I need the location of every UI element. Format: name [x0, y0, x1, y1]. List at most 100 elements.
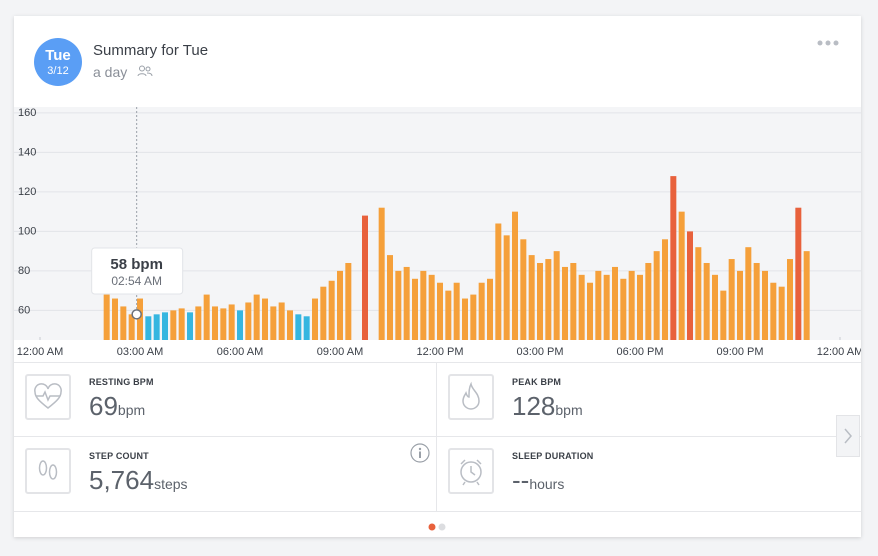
bar: [803, 251, 810, 340]
bar: [137, 298, 143, 340]
bar: [162, 312, 168, 340]
bar: [795, 207, 802, 340]
bar: [345, 262, 352, 340]
bar: [645, 262, 652, 340]
stat: RESTING BPM 69bpm: [14, 363, 436, 436]
info-icon[interactable]: [410, 443, 430, 463]
x-tick-label: 12:00 PM: [416, 346, 463, 358]
bar: [195, 306, 202, 340]
tooltip-time: 02:54 AM: [111, 274, 162, 288]
bar: [245, 302, 252, 340]
y-tick-label: 100: [18, 225, 36, 237]
bar: [662, 239, 668, 340]
bar: [170, 310, 177, 340]
x-tick-label: 09:00 AM: [317, 346, 363, 358]
stat-unit: bpm: [555, 402, 583, 418]
bar: [745, 247, 752, 340]
stat-unit: steps: [154, 476, 188, 492]
heart-rate-chart: 60 80 100 120 140 160 12:00 AM 03:00 AM 06:00 AM…: [14, 107, 861, 358]
title: Summary for Tue: [93, 42, 209, 59]
bar: [587, 282, 593, 340]
bar: [395, 270, 402, 340]
bar: [178, 308, 185, 340]
bar: [287, 310, 293, 340]
tooltip-value: 58 bpm: [110, 256, 163, 273]
bar: [478, 282, 485, 340]
bar: [562, 266, 568, 340]
bar: [312, 298, 318, 340]
bar: [203, 294, 210, 340]
stat: SLEEP DURATION --hours: [437, 437, 859, 510]
bar: [320, 286, 327, 340]
next-button[interactable]: [836, 415, 860, 457]
bar: [703, 262, 710, 340]
divider: [436, 363, 437, 511]
bar: [670, 176, 677, 340]
bar: [120, 306, 127, 340]
x-tick-label: 12:00 AM: [17, 346, 63, 358]
bar: [687, 231, 693, 340]
stat-value: 128: [512, 391, 556, 421]
bar: [237, 310, 243, 340]
flame-icon: [448, 374, 494, 420]
bar: [403, 266, 410, 340]
steps-icon: [25, 448, 71, 494]
stat-label: PEAK BPM: [512, 377, 562, 387]
bar: [112, 298, 118, 340]
pager[interactable]: [428, 523, 448, 531]
bar: [512, 211, 518, 340]
bar: [528, 255, 535, 340]
subtitle-text: a day: [93, 64, 128, 80]
bar: [437, 282, 443, 340]
bar: [420, 270, 427, 340]
y-tick-label: 80: [18, 265, 30, 277]
bar: [428, 274, 435, 340]
bar: [628, 270, 635, 340]
bar: [362, 215, 368, 340]
bar: [620, 278, 627, 340]
bar: [553, 251, 560, 340]
people-icon: [137, 65, 153, 77]
x-tick-label: 06:00 PM: [616, 346, 663, 358]
bar: [770, 282, 777, 340]
bar: [778, 286, 785, 340]
heart-icon: [25, 374, 71, 420]
bar: [295, 314, 302, 340]
stat-unit: bpm: [117, 402, 146, 418]
x-tick-label: 03:00 AM: [117, 346, 163, 358]
bar: [503, 235, 510, 340]
bar: [337, 270, 343, 340]
x-tick-label: 12:00 AM: [817, 346, 861, 358]
bar: [328, 280, 335, 340]
bar: [228, 304, 235, 340]
date: 3/12: [47, 65, 69, 77]
bar: [637, 274, 643, 340]
bar: [462, 298, 468, 340]
y-tick-label: 140: [18, 146, 36, 158]
summary-card: Tue 3/12 Summary for Tue a day 60 80 100 12…: [14, 16, 861, 537]
bar: [603, 274, 610, 340]
bar: [753, 262, 760, 340]
bar: [453, 282, 460, 340]
bar: [153, 314, 160, 340]
bar: [545, 259, 552, 340]
bar: [737, 270, 743, 340]
bar: [445, 290, 452, 340]
more-menu[interactable]: [817, 40, 839, 46]
day: Tue: [45, 47, 71, 64]
cursor-point: [131, 309, 142, 320]
bar: [653, 251, 660, 340]
bar: [187, 312, 193, 340]
bar: [303, 316, 310, 340]
alarm-icon: [448, 448, 494, 494]
y-tick-label: 160: [18, 107, 36, 119]
bar: [378, 207, 385, 340]
y-tick-label: 120: [18, 186, 36, 198]
bar: [712, 274, 718, 340]
bar: [270, 306, 277, 340]
bar: [387, 255, 393, 340]
x-tick-label: 06:00 AM: [217, 346, 263, 358]
x-tick-label: 03:00 PM: [516, 346, 563, 358]
divider: [14, 436, 861, 437]
